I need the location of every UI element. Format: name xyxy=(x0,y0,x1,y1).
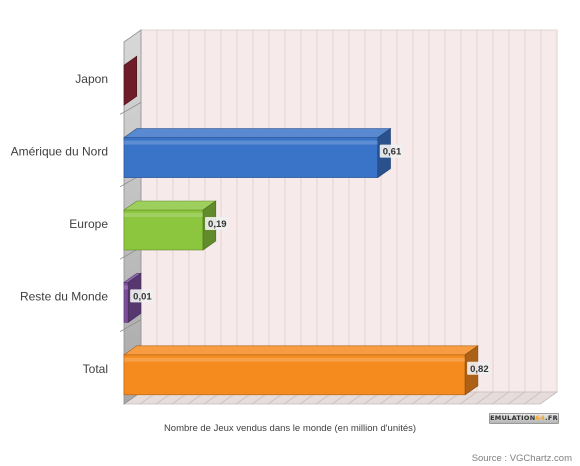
source-label: Source : VGChartz.com xyxy=(472,453,572,464)
category-tick xyxy=(119,102,142,115)
value-label: 0,61 xyxy=(379,144,403,158)
value-label: 0,19 xyxy=(205,217,229,230)
floor-grid-line xyxy=(475,391,494,405)
category-labels: Japon Amérique du Nord Europe Reste du Mond… xyxy=(11,72,109,376)
category-label: Reste du Monde xyxy=(20,289,108,303)
bars xyxy=(123,55,479,396)
category-label: Amérique du Nord xyxy=(11,145,108,159)
category-label: Europe xyxy=(69,217,108,231)
bar-am-rique-du-nord xyxy=(123,128,392,179)
svg-text:0,82: 0,82 xyxy=(470,364,489,375)
category-label: Total xyxy=(83,362,108,376)
floor-grid-line xyxy=(459,391,478,405)
floor-grid-line xyxy=(539,391,558,405)
category-label: Japon xyxy=(75,72,108,86)
bar-japon xyxy=(123,55,138,106)
x-axis-label: Nombre de Jeux vendus dans le monde (en … xyxy=(164,423,416,434)
floor-grid-line xyxy=(523,391,542,405)
value-labels: 0,61 0,19 0,01 0,82 xyxy=(130,144,491,375)
bar-total xyxy=(123,345,479,396)
value-label: 0,82 xyxy=(467,361,491,375)
floor-grid-line xyxy=(491,391,510,405)
floor-grid-line xyxy=(507,391,526,405)
value-label: 0,01 xyxy=(130,289,154,303)
svg-text:0,01: 0,01 xyxy=(133,291,152,302)
emulation64-logo: EMULATION64.FR xyxy=(489,413,559,424)
svg-text:0,19: 0,19 xyxy=(208,219,227,230)
svg-text:0,61: 0,61 xyxy=(383,147,402,158)
bar-europe xyxy=(123,200,217,251)
category-tick xyxy=(119,319,142,332)
